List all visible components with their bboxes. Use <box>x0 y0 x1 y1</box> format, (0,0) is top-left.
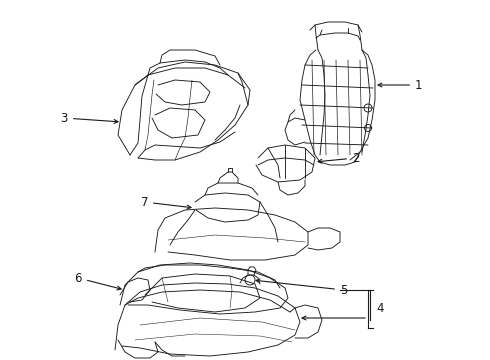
Text: 4: 4 <box>376 302 384 315</box>
Text: 1: 1 <box>378 78 422 91</box>
Text: 6: 6 <box>74 271 121 290</box>
Text: 3: 3 <box>61 112 118 125</box>
Text: 2: 2 <box>318 152 360 165</box>
Text: 5: 5 <box>256 279 347 297</box>
Text: 7: 7 <box>141 195 191 209</box>
